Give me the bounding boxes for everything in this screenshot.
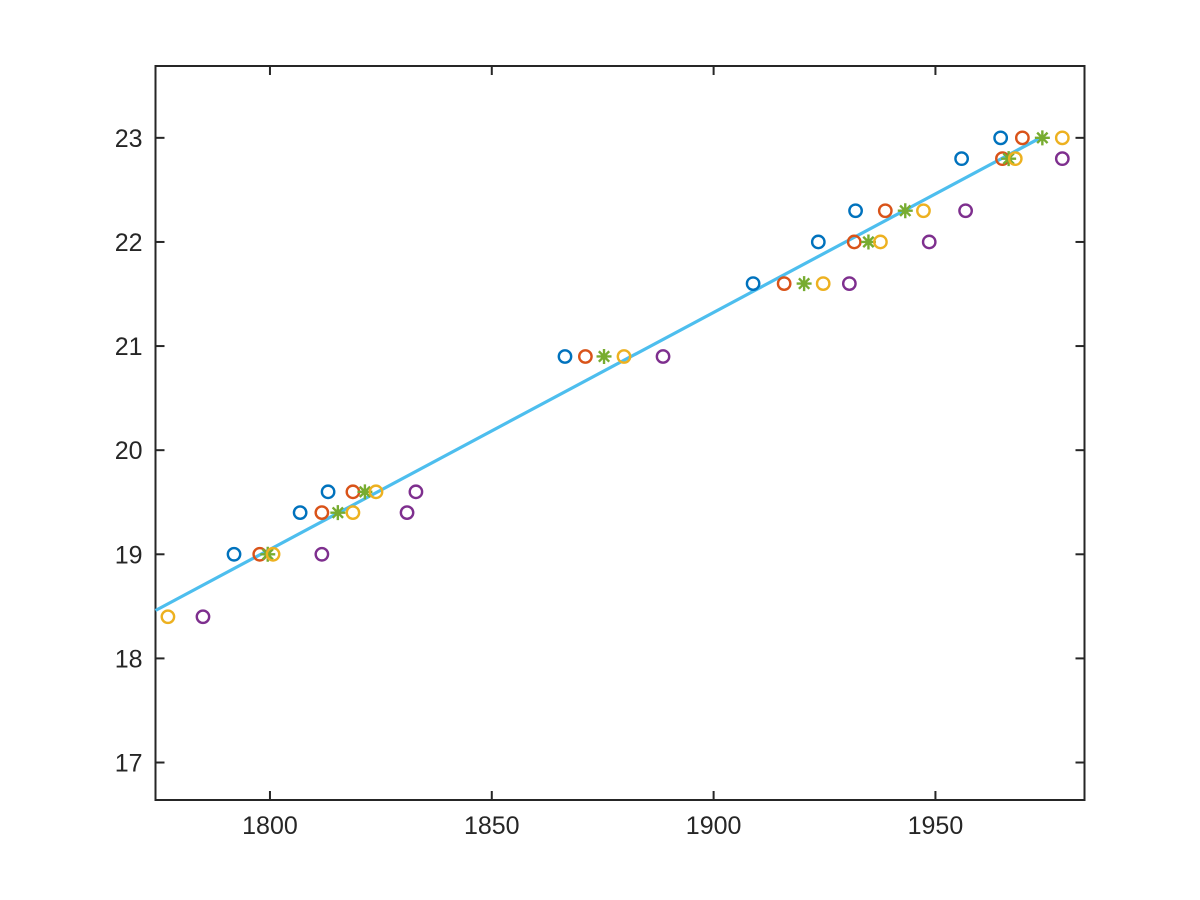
x-tick-label: 1900	[686, 812, 742, 840]
data-point-series-2-orange	[846, 234, 862, 250]
data-point-series-4-yellow	[916, 203, 931, 219]
data-point-series-4-yellow	[873, 234, 888, 250]
x-tick-label: 1950	[908, 812, 964, 840]
y-tick-label: 18	[115, 645, 143, 673]
data-point-series-4-yellow	[368, 484, 384, 500]
data-point-series-4-yellow	[1054, 130, 1070, 146]
linear-fit-line	[154, 135, 1044, 612]
data-point-series-1-blue	[745, 276, 761, 291]
data-point-series-5-purple	[1054, 151, 1070, 167]
x-tick-label: 1800	[242, 812, 298, 840]
data-point-series-4-yellow	[1007, 151, 1023, 167]
data-point-series-3-green-asterisk	[860, 234, 876, 250]
data-point-series-2-orange	[314, 505, 330, 521]
data-point-series-2-orange	[577, 349, 593, 364]
data-point-series-5-purple	[195, 609, 211, 625]
data-point-series-1-blue	[954, 151, 970, 167]
y-tick-label: 19	[115, 541, 143, 569]
data-point-series-3-green-asterisk	[1034, 130, 1050, 146]
data-point-series-5-purple	[408, 484, 424, 500]
data-point-series-1-blue	[292, 505, 308, 521]
y-tick-label: 17	[115, 750, 143, 778]
data-point-series-5-purple	[399, 505, 415, 521]
data-point-series-4-yellow	[265, 546, 281, 562]
data-point-series-5-purple	[921, 234, 937, 250]
data-point-series-1-blue	[848, 203, 863, 219]
data-point-series-3-green-asterisk	[796, 276, 812, 292]
data-point-series-3-green-asterisk	[330, 505, 346, 521]
data-point-series-1-blue	[557, 349, 573, 364]
data-point-series-1-blue	[320, 484, 336, 500]
data-point-series-2-orange	[776, 276, 792, 291]
data-point-series-3-green-asterisk	[897, 203, 913, 219]
data-point-series-5-purple	[314, 546, 330, 562]
data-point-series-3-green-asterisk	[596, 348, 612, 364]
data-point-series-2-orange	[1014, 130, 1030, 146]
y-tick-label: 22	[115, 229, 143, 257]
y-tick-label: 21	[115, 333, 143, 361]
data-point-series-4-yellow	[345, 505, 361, 521]
data-point-series-2-orange	[877, 203, 893, 219]
y-tick-label: 20	[115, 437, 143, 465]
data-point-series-5-purple	[841, 276, 857, 291]
data-point-series-5-purple	[655, 349, 671, 364]
data-point-series-1-blue	[810, 234, 826, 250]
data-point-series-4-yellow	[616, 349, 632, 364]
data-point-series-5-purple	[958, 203, 974, 219]
data-point-series-4-yellow	[160, 609, 176, 625]
data-point-series-1-blue	[226, 546, 242, 562]
data-point-series-4-yellow	[815, 276, 831, 291]
data-point-series-2-orange	[345, 484, 361, 500]
plot-box	[154, 65, 1086, 801]
y-tick-label: 23	[115, 125, 143, 153]
data-point-series-1-blue	[993, 130, 1009, 146]
x-tick-label: 1850	[464, 812, 520, 840]
data-point-series-3-green-asterisk	[357, 484, 373, 500]
